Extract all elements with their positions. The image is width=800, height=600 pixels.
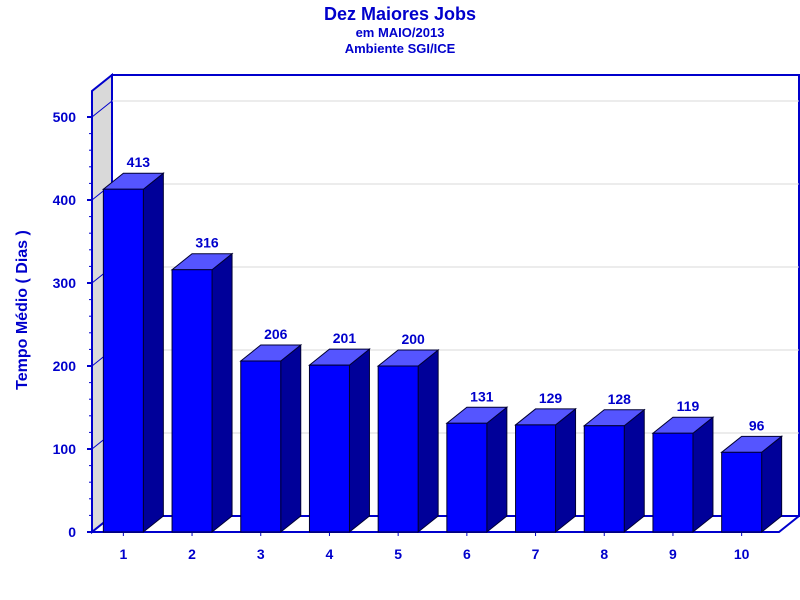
- x-tick-label: 6: [463, 546, 471, 562]
- y-tick-label: 500: [53, 109, 77, 125]
- y-tick-label: 100: [53, 441, 77, 457]
- bar-2: [170, 252, 234, 534]
- bar-6: [445, 406, 509, 534]
- x-tick-label: 8: [600, 546, 608, 562]
- data-label: 200: [401, 331, 425, 347]
- data-label: 129: [539, 390, 563, 406]
- bar-front: [515, 424, 557, 533]
- bar-side: [280, 343, 302, 534]
- bar-4: [308, 348, 371, 534]
- bar-front: [102, 188, 144, 533]
- data-label: 206: [264, 326, 288, 342]
- bar-9: [651, 416, 715, 534]
- chart-title: Dez Maiores Jobs: [323, 4, 477, 24]
- bar-3: [239, 343, 303, 534]
- x-tick-label: 2: [188, 546, 196, 562]
- left-wall-gridline: [91, 100, 113, 118]
- bar-side: [761, 435, 783, 534]
- bar-side: [142, 172, 164, 534]
- bar-front: [446, 422, 488, 533]
- bar-side: [692, 416, 714, 534]
- bar-8: [582, 408, 646, 534]
- bar-side: [623, 408, 645, 534]
- bar-10: [720, 435, 784, 534]
- y-tick-label: 300: [53, 275, 77, 291]
- data-label: 131: [470, 388, 494, 404]
- bar-front: [171, 269, 213, 533]
- bar-7: [514, 407, 577, 534]
- bar-front: [721, 451, 763, 533]
- x-tick-label: 7: [532, 546, 540, 562]
- x-tick-label: 5: [394, 546, 402, 562]
- data-label: 119: [677, 398, 700, 414]
- bar-front: [308, 364, 350, 533]
- x-tick-label: 9: [669, 546, 677, 562]
- bar-side: [417, 348, 439, 534]
- bar-side: [211, 252, 233, 534]
- chart-subtitle-line-2: Ambiente SGI/ICE: [344, 41, 456, 56]
- bar-front: [377, 365, 419, 533]
- data-label: 201: [333, 330, 357, 346]
- bar-front: [652, 432, 694, 533]
- y-tick-label: 400: [53, 192, 77, 208]
- chart-subtitle-line-1: em MAIO/2013: [355, 25, 445, 40]
- data-label: 128: [608, 391, 632, 407]
- bar-side: [348, 348, 370, 534]
- x-tick-label: 1: [119, 546, 127, 562]
- bar-1: [101, 172, 165, 534]
- data-label: 316: [195, 235, 219, 251]
- y-tick-label: 200: [53, 358, 77, 374]
- x-tick-label: 3: [257, 546, 265, 562]
- data-label: 96: [749, 417, 765, 433]
- bar-side: [486, 406, 508, 534]
- chart-titles: Dez Maiores Jobs em MAIO/2013 Ambiente S…: [0, 0, 800, 57]
- x-tick-label: 10: [734, 546, 750, 562]
- x-tick-label: 4: [326, 546, 334, 562]
- bar-5: [376, 348, 440, 534]
- bar-front: [240, 360, 282, 533]
- bars-group: [101, 172, 784, 534]
- y-tick-label: 0: [68, 524, 76, 540]
- bar-front: [583, 425, 625, 533]
- data-label: 413: [127, 154, 151, 170]
- bar-side: [555, 407, 577, 534]
